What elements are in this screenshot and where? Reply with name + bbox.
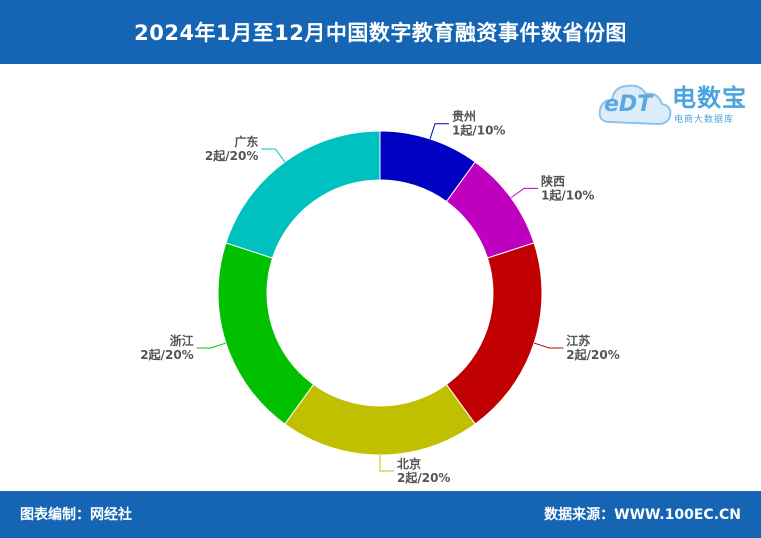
slice-value-label: 1起/10% bbox=[452, 123, 505, 138]
slice-value-label: 2起/20% bbox=[140, 347, 193, 362]
slice-北京 bbox=[284, 383, 476, 456]
brand-badge: eDT bbox=[604, 92, 653, 117]
slice-name-label: 贵州 bbox=[452, 109, 476, 124]
slice-浙江 bbox=[217, 242, 315, 425]
slice-value-label: 1起/10% bbox=[541, 187, 594, 202]
donut-chart: 贵州1起/10%陕西1起/10%江苏2起/20%北京2起/20%浙江2起/20%… bbox=[140, 109, 620, 485]
leader-line-江苏 bbox=[533, 342, 564, 349]
slice-江苏 bbox=[445, 242, 543, 425]
footer-bar: 图表编制：网经社 数据来源：WWW.100EC.CN bbox=[0, 491, 761, 538]
slice-value-label: 2起/20% bbox=[397, 470, 450, 485]
slice-name-label: 广东 bbox=[234, 134, 258, 149]
footer-source: 数据来源：WWW.100EC.CN bbox=[544, 507, 741, 523]
chart-title: 2024年1月至12月中国数字教育融资事件数省份图 bbox=[134, 21, 627, 45]
leader-line-贵州 bbox=[429, 123, 450, 140]
footer-credit: 图表编制：网经社 bbox=[20, 507, 132, 523]
leader-line-浙江 bbox=[196, 342, 227, 349]
brand-name: 电数宝 bbox=[672, 84, 747, 112]
slice-name-label: 陕西 bbox=[541, 173, 565, 188]
cloud-icon bbox=[598, 84, 672, 126]
leader-line-北京 bbox=[379, 455, 394, 472]
header-bar: 2024年1月至12月中国数字教育融资事件数省份图 bbox=[0, 0, 761, 64]
slice-value-label: 2起/20% bbox=[205, 148, 258, 163]
brand-tagline: 电商大数据库 bbox=[674, 115, 735, 125]
slice-value-label: 2起/20% bbox=[566, 347, 619, 362]
leader-line-广东 bbox=[261, 148, 286, 163]
brand-logo: eDT 电数宝 电商大数据库 bbox=[596, 72, 756, 134]
slice-name-label: 北京 bbox=[397, 456, 421, 471]
slice-name-label: 浙江 bbox=[170, 333, 194, 348]
leader-line-陕西 bbox=[510, 187, 539, 199]
slice-name-label: 江苏 bbox=[566, 333, 590, 348]
slice-广东 bbox=[225, 130, 381, 259]
